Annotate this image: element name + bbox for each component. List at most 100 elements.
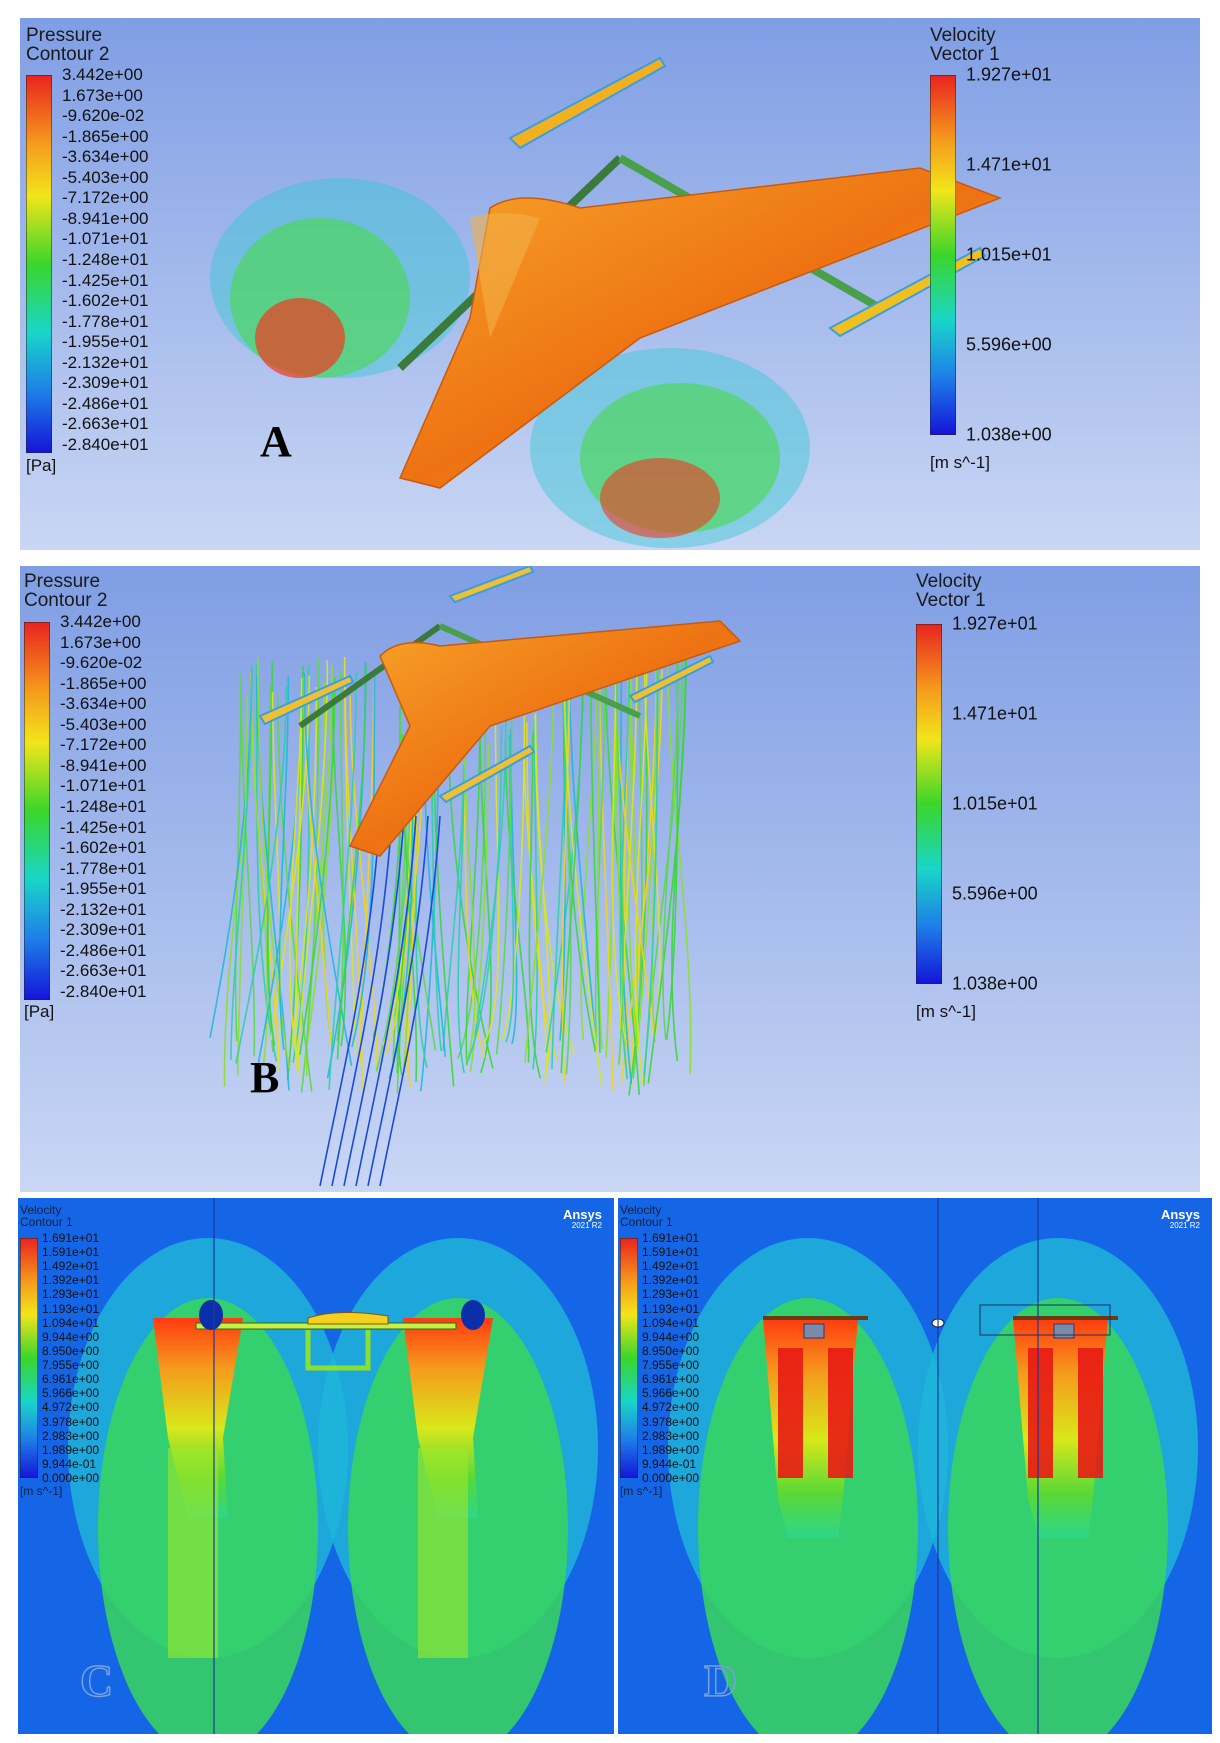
- pressure-unit: [Pa]: [26, 456, 57, 475]
- tick-label: 3.978e+00: [642, 1414, 700, 1429]
- streamline: [367, 815, 429, 1187]
- streamline: [524, 674, 555, 1063]
- streamline: [270, 675, 310, 1040]
- streamline: [636, 640, 658, 1044]
- tick-label: 1.392e+01: [642, 1273, 700, 1288]
- tick-label: -2.309e+01: [62, 373, 149, 393]
- pressure-legend-title: Pressure Contour 2: [26, 26, 109, 65]
- brand-name: Ansys: [562, 1207, 602, 1222]
- tick-label: -3.634e+00: [60, 694, 147, 714]
- velocity-legend-title: Velocity Vector 1: [916, 572, 986, 611]
- pressure-legend-title: Pressure Contour 2: [24, 572, 107, 611]
- legend-subtitle: Vector 1: [916, 590, 986, 612]
- panel-b: Pressure Contour 2 3.442e+00 1.673e+00 -9.…: [20, 566, 1200, 1192]
- tick-label: 1.471e+01: [966, 154, 1052, 175]
- tick-label: -5.403e+00: [62, 167, 149, 187]
- tick-label: -2.486e+01: [60, 940, 147, 960]
- streamline: [560, 646, 584, 1074]
- streamline: [299, 677, 336, 1056]
- tick-label: 2.983e+00: [642, 1428, 700, 1443]
- tick-label: 8.950e+00: [642, 1343, 700, 1358]
- streamline: [319, 815, 381, 1187]
- streamline: [336, 664, 367, 1060]
- tick-label: 1.591e+01: [642, 1245, 700, 1260]
- ansys-logo: Ansys 2021 R2: [1161, 1208, 1200, 1230]
- legend-subtitle: Contour 2: [24, 590, 108, 612]
- tick-label: -1.071e+01: [62, 229, 149, 249]
- tick-label: 7.955e+00: [42, 1358, 100, 1373]
- tick-label: 1.492e+01: [642, 1259, 700, 1274]
- tick-label: -9.620e-02: [62, 106, 145, 126]
- tick-label: -2.663e+01: [62, 414, 149, 434]
- streamline: [651, 672, 661, 1042]
- tick-label: 5.966e+00: [42, 1386, 100, 1401]
- streamline: [466, 725, 503, 1063]
- tick-label: -7.172e+00: [62, 188, 149, 208]
- rotor-vector-cloud-left: [210, 178, 470, 378]
- tick-label: 4.972e+00: [42, 1400, 100, 1415]
- streamline: [620, 669, 663, 1085]
- tick-label: -1.425e+01: [60, 817, 147, 837]
- velocity-unit: [m s^-1]: [916, 1002, 976, 1021]
- tick-label: 1.392e+01: [42, 1273, 100, 1288]
- streamline: [528, 732, 542, 1079]
- tick-label: 3.442e+00: [62, 65, 143, 84]
- velocity-color-bar: [916, 624, 942, 984]
- pressure-color-bar: [26, 75, 52, 453]
- velocity-legend-title: Velocity Contour 1: [620, 1203, 673, 1229]
- tick-label: -2.840e+01: [60, 982, 147, 1001]
- tick-label: 2.983e+00: [42, 1428, 100, 1443]
- streamline: [351, 671, 376, 1048]
- velocity-unit: [m s^-1]: [930, 453, 990, 472]
- tick-label: -1.778e+01: [62, 311, 149, 331]
- tick-label: 5.596e+00: [966, 334, 1052, 355]
- tick-label: -3.634e+00: [62, 147, 149, 167]
- tick-label: -1.248e+01: [62, 250, 149, 269]
- velocity-tick-labels: 1.927e+01 1.471e+01 1.015e+01 5.596e+00 1.03…: [952, 614, 1122, 994]
- panel-label-b: B: [250, 1053, 280, 1102]
- streamline: [465, 732, 481, 1066]
- tick-label: 1.193e+01: [42, 1301, 100, 1316]
- tick-label: 1.691e+01: [642, 1231, 700, 1245]
- tick-label: 5.596e+00: [952, 883, 1038, 904]
- brand-name: Ansys: [1160, 1207, 1200, 1222]
- legend-title: Velocity: [620, 1203, 662, 1217]
- pressure-tick-labels: 3.442e+00 1.673e+00 -9.620e-02 -1.865e+00 -3…: [60, 612, 230, 1001]
- streamline: [349, 695, 379, 1075]
- streamline: [562, 673, 572, 1075]
- tick-label: -1.602e+01: [60, 838, 147, 858]
- tick-label: 1.471e+01: [952, 703, 1038, 724]
- pressure-color-bar: [24, 622, 50, 1000]
- tick-label: -1.955e+01: [60, 879, 147, 899]
- tick-label: -8.941e+00: [62, 208, 149, 228]
- streamline: [255, 663, 278, 1062]
- streamline: [666, 656, 692, 1074]
- tick-label: 0.000e+00: [42, 1471, 100, 1485]
- tick-label: 1.927e+01: [966, 64, 1052, 85]
- streamline: [240, 685, 256, 1057]
- tick-label: -1.955e+01: [62, 332, 149, 352]
- tick-label: 7.955e+00: [642, 1358, 700, 1373]
- propeller-front-right: [628, 654, 715, 704]
- velocity-tick-labels: 1.691e+01 1.591e+01 1.492e+01 1.392e+01 1.29…: [642, 1231, 752, 1485]
- tick-label: 8.950e+00: [42, 1343, 100, 1358]
- pressure-unit: [Pa]: [24, 1002, 55, 1021]
- tick-label: 1.989e+00: [42, 1442, 100, 1457]
- panel-a: Pressure Contour 2 3.442e+00 1.673e+00 -9.…: [20, 18, 1200, 550]
- legend-subtitle: Contour 1: [20, 1215, 73, 1230]
- streamline: [615, 675, 625, 1065]
- streamline: [230, 666, 253, 1061]
- legend-title: Pressure: [24, 571, 101, 592]
- tick-label: 1.673e+00: [60, 632, 141, 652]
- aircraft-cross-section: [195, 1300, 485, 1371]
- streamline: [532, 719, 538, 1070]
- tick-label: 1.193e+01: [642, 1301, 700, 1316]
- panel-b-scene: [20, 566, 1200, 1192]
- tick-label: -2.840e+01: [62, 435, 149, 454]
- tick-label: 9.944e-01: [642, 1456, 697, 1471]
- panel-d: Velocity Contour 1 1.691e+01 1.591e+01 1.4…: [618, 1198, 1212, 1734]
- ansys-logo: Ansys 2021 R2: [563, 1208, 602, 1230]
- streamline: [328, 672, 358, 1090]
- streamline: [634, 656, 648, 1085]
- legend-subtitle: Contour 2: [26, 44, 110, 66]
